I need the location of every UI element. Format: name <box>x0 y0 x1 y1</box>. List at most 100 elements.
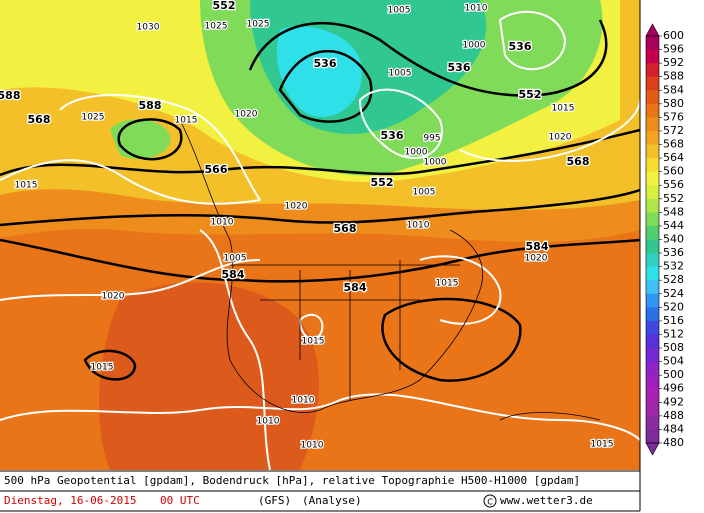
colorbar-label: 496 <box>663 382 684 395</box>
pressure-label: 1025 <box>82 113 105 123</box>
coastlines-borders <box>179 119 601 421</box>
colorbar-label: 588 <box>663 70 684 83</box>
pressure-label: 1010 <box>292 396 315 406</box>
geopotential-contours <box>0 19 641 382</box>
colorbar-swatch <box>646 63 659 78</box>
colorbar-swatch <box>646 49 659 64</box>
colorbar-label: 600 <box>663 29 684 42</box>
colorbar-swatch <box>646 130 659 146</box>
colorbar-label: 544 <box>663 219 684 232</box>
footer-model: (GFS) <box>258 494 291 507</box>
warm-region <box>99 282 319 470</box>
pressure-label: 1025 <box>205 22 228 32</box>
pressure-label: 1005 <box>389 69 412 79</box>
pressure-label: 1010 <box>257 417 280 427</box>
colorbar-swatch <box>646 280 659 295</box>
pressure-label: 1030 <box>137 23 160 33</box>
height-label: 584 <box>222 268 245 281</box>
footer-run: (Analyse) <box>302 494 362 507</box>
colorbar-label: 576 <box>663 110 684 123</box>
height-label: 536 <box>509 40 532 53</box>
colorbar-swatch <box>646 320 659 335</box>
colorbar-swatch <box>646 198 659 213</box>
pressure-label: 1015 <box>552 104 575 114</box>
colorbar-label: 560 <box>663 165 684 178</box>
pressure-contours <box>0 10 641 471</box>
cyan-region <box>276 26 362 117</box>
pressure-label: 1005 <box>224 254 247 264</box>
colorbar-label: 488 <box>663 409 684 422</box>
colorbar-label: 500 <box>663 368 684 381</box>
colorbar-swatch <box>646 144 659 159</box>
colorbar-swatch <box>646 103 659 118</box>
height-label: 552 <box>371 176 394 189</box>
colorbar-label: 484 <box>663 422 684 435</box>
pressure-label: 1015 <box>91 363 114 373</box>
colorbar-label: 520 <box>663 300 684 313</box>
colorbar-swatch <box>646 76 659 91</box>
colorbar-label: 596 <box>663 43 684 56</box>
pressure-label: 995 <box>423 134 440 144</box>
pressure-label: 1005 <box>388 6 411 16</box>
colorbar-swatch <box>646 212 659 227</box>
footer-date: Dienstag, 16-06-2015 <box>4 494 136 507</box>
colorbar-label: 504 <box>663 355 684 368</box>
height-label: 584 <box>344 281 367 294</box>
footer-credit: www.wetter3.de <box>500 494 593 507</box>
colorbar-swatch <box>646 307 659 322</box>
pressure-label: 1005 <box>413 188 436 198</box>
colorbar-swatch <box>646 402 659 417</box>
colorbar-label: 532 <box>663 260 684 273</box>
pressure-label: 1000 <box>405 148 428 158</box>
colorbar-label: 568 <box>663 138 684 151</box>
colorbar-label: 572 <box>663 124 684 137</box>
colorbar-label: 552 <box>663 192 684 205</box>
height-label: 536 <box>314 57 337 70</box>
footer: 500 hPa Geopotential [gpdam], Bodendruck… <box>0 0 641 512</box>
pressure-label: 1020 <box>235 110 258 120</box>
colorbar-label: 528 <box>663 273 684 286</box>
height-label: 566 <box>205 163 228 176</box>
colorbar-label: 556 <box>663 178 684 191</box>
colorbar-swatch <box>646 348 659 363</box>
colorbar-swatch <box>646 171 659 186</box>
colorbar-label: 480 <box>663 436 684 449</box>
copyright-icon <box>483 494 497 508</box>
footer-time: 00 UTC <box>160 494 200 507</box>
colorbar: 6005965925885845805765725685645605565525… <box>645 23 684 456</box>
copyright-c: C <box>487 498 493 507</box>
pressure-label: 1015 <box>302 337 325 347</box>
colorbar-swatch <box>646 117 659 132</box>
footer-caption: 500 hPa Geopotential [gpdam], Bodendruck… <box>4 474 580 487</box>
colorbar-label: 584 <box>663 83 684 96</box>
colorbar-label: 564 <box>663 151 684 164</box>
pressure-label: 1010 <box>211 218 234 228</box>
colorbar-label: 512 <box>663 327 684 340</box>
colorbar-label: 580 <box>663 97 684 110</box>
height-label: 568 <box>567 155 590 168</box>
pressure-label: 1020 <box>102 292 125 302</box>
colorbar-swatch <box>646 185 659 200</box>
pressure-label: 1010 <box>301 441 324 451</box>
colorbar-swatch <box>646 266 659 281</box>
colorbar-swatch <box>646 388 659 403</box>
colorbar-label: 516 <box>663 314 684 327</box>
colorbar-label: 536 <box>663 246 684 259</box>
pressure-label: 1020 <box>525 254 548 264</box>
pressure-label: 1015 <box>591 440 614 450</box>
colorbar-swatch <box>646 225 659 240</box>
colorbar-label: 508 <box>663 341 684 354</box>
pressure-label: 1000 <box>463 41 486 51</box>
pressure-label: 1015 <box>436 279 459 289</box>
colorbar-swatch <box>646 334 659 349</box>
pressure-label: 1000 <box>424 158 447 168</box>
height-label: 552 <box>519 88 542 101</box>
height-label: 552 <box>213 0 236 12</box>
colorbar-label: 492 <box>663 395 684 408</box>
colorbar-swatch <box>646 90 659 105</box>
pressure-label: 1025 <box>247 20 270 30</box>
height-label: 568 <box>334 222 357 235</box>
